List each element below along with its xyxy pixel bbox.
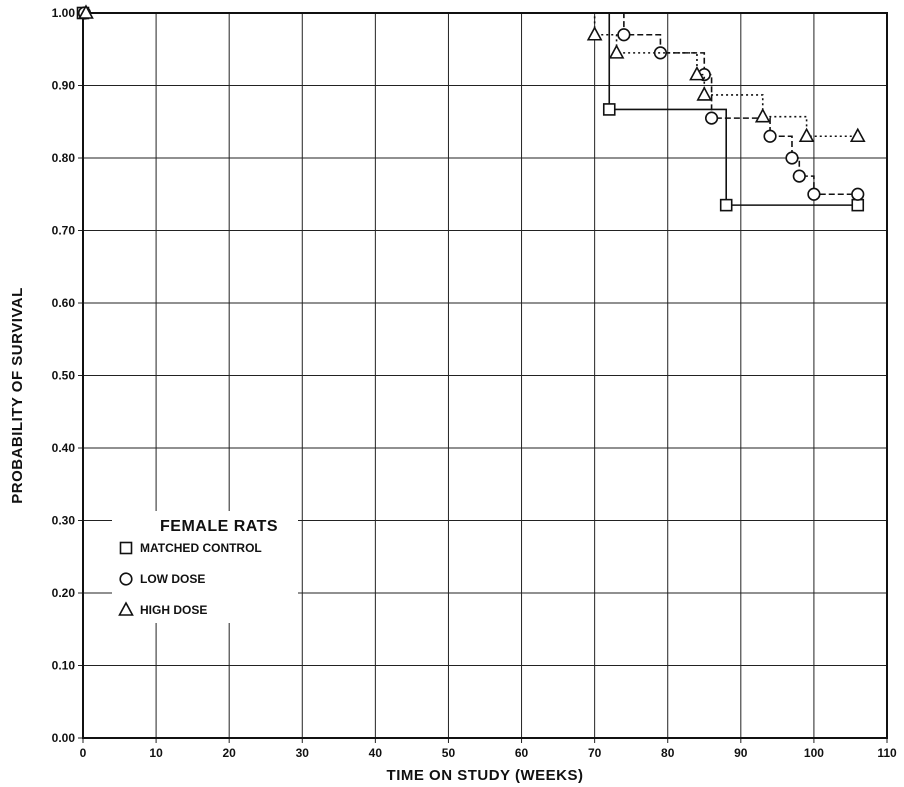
y-tick-label: 0.20 (52, 586, 76, 600)
legend: FEMALE RATS MATCHED CONTROL LOW DOSE HIGH … (112, 511, 298, 623)
x-tick-label: 50 (442, 746, 456, 760)
legend-entry-label: MATCHED CONTROL (140, 541, 262, 555)
y-tick-label: 1.00 (52, 6, 76, 20)
triangle-marker (849, 127, 866, 143)
y-axis-ticks: 0.00 0.10 0.20 0.30 0.40 0.50 0.60 0.70 0.80 0.90… (52, 6, 76, 745)
x-tick-label: 90 (734, 746, 748, 760)
legend-entries: MATCHED CONTROL LOW DOSE HIGH DOSE (118, 541, 262, 617)
triangle-marker (586, 26, 603, 41)
circle-marker (807, 187, 821, 201)
y-tick-label: 0.60 (52, 296, 76, 310)
legend-triangle-icon (118, 601, 134, 616)
x-tick-label: 110 (877, 746, 897, 760)
legend-background (112, 511, 298, 623)
x-tick-label: 100 (804, 746, 824, 760)
y-axis-title: PROBABILITY OF SURVIVAL (9, 287, 26, 504)
x-axis-ticks: 0 10 20 30 40 50 60 70 80 90 100 110 (80, 746, 897, 760)
triangle-marker (798, 127, 815, 143)
series-circle (77, 6, 865, 201)
triangle-marker (608, 44, 625, 59)
grid-layer (78, 12, 888, 743)
series-square (76, 6, 865, 212)
x-tick-label: 60 (515, 746, 529, 760)
y-tick-label: 0.50 (52, 369, 76, 383)
triangle-marker (696, 86, 713, 101)
x-tick-label: 40 (369, 746, 383, 760)
circle-marker (704, 111, 719, 125)
x-tick-label: 30 (296, 746, 310, 760)
series-line (83, 12, 858, 196)
triangle-marker (754, 107, 771, 123)
y-tick-label: 0.40 (52, 441, 76, 455)
circle-marker (851, 187, 865, 201)
square-marker (719, 198, 733, 212)
series-layer (76, 4, 866, 212)
triangle-start-marker (78, 4, 94, 19)
x-tick-label: 0 (80, 746, 87, 760)
x-tick-label: 10 (149, 746, 163, 760)
circle-marker (763, 129, 777, 143)
circle-marker (617, 28, 631, 42)
y-tick-label: 0.30 (52, 514, 76, 528)
y-tick-label: 0.90 (52, 79, 76, 93)
legend-square-icon (119, 541, 133, 555)
x-tick-label: 80 (661, 746, 675, 760)
legend-entry-label: HIGH DOSE (140, 603, 207, 617)
y-tick-label: 0.70 (52, 224, 76, 238)
square-marker (602, 103, 616, 116)
legend-entry-label: LOW DOSE (140, 572, 205, 586)
y-tick-label: 0.10 (52, 659, 76, 673)
x-tick-label: 20 (223, 746, 237, 760)
x-axis-title: TIME ON STUDY (WEEKS) (387, 767, 584, 784)
series-triangle (78, 4, 866, 143)
x-tick-label: 70 (588, 746, 602, 760)
series-line (83, 12, 858, 138)
legend-circle-icon (119, 572, 133, 586)
triangle-marker (689, 65, 705, 81)
series-line (83, 12, 858, 206)
circle-marker (785, 151, 799, 165)
legend-title: FEMALE RATS (160, 518, 278, 535)
y-tick-label: 0.00 (52, 731, 76, 745)
y-tick-label: 0.80 (52, 151, 76, 165)
square-marker (851, 198, 865, 212)
circle-marker (792, 169, 806, 183)
